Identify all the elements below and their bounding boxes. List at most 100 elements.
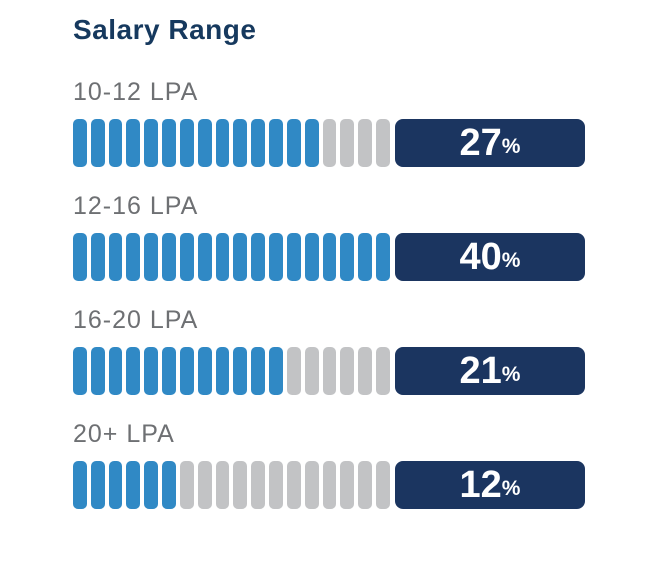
row-label: 20+ LPA [73, 420, 175, 449]
segment-filled [286, 119, 301, 168]
page-title: Salary Range [73, 14, 257, 45]
segment-empty [215, 461, 230, 510]
segment-filled [90, 347, 105, 396]
salary-row: 12-16 LPA 40 % [73, 192, 585, 282]
segment-filled [126, 461, 141, 510]
segment-empty [304, 461, 319, 510]
salary-row: 10-12 LPA 27 % [73, 78, 585, 168]
bar-line: 21 % [73, 347, 585, 396]
segment-bar [73, 119, 390, 168]
percent-value: 40 [459, 236, 502, 279]
segment-empty [251, 461, 266, 510]
segment-empty [358, 347, 373, 396]
segment-filled [108, 461, 123, 510]
percent-sign: % [501, 135, 521, 159]
segment-empty [322, 347, 337, 396]
bar-line: 40 % [73, 233, 585, 282]
segment-filled [144, 233, 159, 282]
percent-badge: 12 % [395, 461, 585, 510]
segment-empty [286, 461, 301, 510]
bar-line: 12 % [73, 461, 585, 510]
segment-bar [73, 233, 390, 282]
segment-filled [162, 233, 176, 282]
segment-filled [162, 461, 176, 510]
segment-filled [197, 119, 212, 168]
segment-empty [340, 347, 355, 396]
segment-filled [269, 347, 283, 396]
segment-filled [90, 461, 105, 510]
percent-badge: 40 % [395, 233, 585, 282]
segment-empty [304, 347, 319, 396]
segment-filled [73, 461, 87, 510]
segment-filled [126, 233, 141, 282]
salary-row: 16-20 LPA 21 % [73, 306, 585, 396]
segment-filled [233, 347, 248, 396]
row-label: 10-12 LPA [73, 78, 199, 107]
segment-empty [376, 347, 390, 396]
segment-filled [108, 233, 123, 282]
segment-filled [179, 233, 194, 282]
segment-filled [269, 119, 283, 168]
salary-row: 20+ LPA 12 % [73, 420, 585, 510]
segment-empty [269, 461, 283, 510]
segment-empty [322, 461, 337, 510]
segment-empty [358, 119, 373, 168]
segment-filled [358, 233, 373, 282]
percent-badge: 27 % [395, 119, 585, 168]
percent-value: 21 [459, 350, 502, 393]
segment-empty [376, 119, 390, 168]
segment-filled [162, 119, 176, 168]
segment-filled [144, 461, 159, 510]
segment-filled [179, 119, 194, 168]
percent-sign: % [501, 249, 521, 273]
segment-empty [179, 461, 194, 510]
segment-filled [73, 233, 87, 282]
segment-empty [340, 119, 355, 168]
segment-filled [251, 347, 266, 396]
segment-filled [197, 347, 212, 396]
segment-filled [108, 119, 123, 168]
percent-sign: % [501, 477, 521, 501]
segment-filled [286, 233, 301, 282]
segment-bar [73, 347, 390, 396]
segment-filled [269, 233, 283, 282]
segment-filled [304, 233, 319, 282]
segment-filled [251, 233, 266, 282]
segment-filled [304, 119, 319, 168]
percent-badge: 21 % [395, 347, 585, 396]
segment-filled [322, 233, 337, 282]
segment-filled [233, 119, 248, 168]
percent-value: 12 [459, 464, 502, 507]
segment-filled [90, 119, 105, 168]
segment-filled [73, 347, 87, 396]
segment-empty [197, 461, 212, 510]
segment-filled [144, 119, 159, 168]
segment-filled [162, 347, 176, 396]
segment-filled [233, 233, 248, 282]
segment-empty [322, 119, 337, 168]
percent-sign: % [501, 363, 521, 387]
percent-value: 27 [459, 122, 502, 165]
segment-empty [358, 461, 373, 510]
segment-empty [233, 461, 248, 510]
segment-filled [126, 119, 141, 168]
segment-empty [340, 461, 355, 510]
segment-filled [73, 119, 87, 168]
bar-line: 27 % [73, 119, 585, 168]
segment-filled [197, 233, 212, 282]
segment-filled [90, 233, 105, 282]
segment-filled [215, 119, 230, 168]
segment-filled [215, 233, 230, 282]
row-label: 16-20 LPA [73, 306, 199, 335]
segment-filled [144, 347, 159, 396]
row-label: 12-16 LPA [73, 192, 199, 221]
segment-filled [340, 233, 355, 282]
segment-filled [376, 233, 390, 282]
segment-bar [73, 461, 390, 510]
segment-filled [251, 119, 266, 168]
segment-filled [108, 347, 123, 396]
segment-filled [126, 347, 141, 396]
segment-filled [215, 347, 230, 396]
segment-empty [376, 461, 390, 510]
